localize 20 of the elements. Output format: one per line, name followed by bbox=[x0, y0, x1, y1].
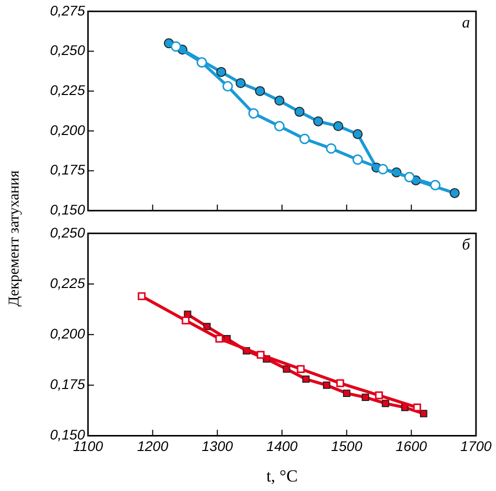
y-tick-label: 0,175 bbox=[50, 162, 86, 178]
y-tick-label: 0,200 bbox=[50, 122, 86, 138]
x-tick-label: 1400 bbox=[266, 438, 298, 454]
y-tick-label: 0,175 bbox=[50, 376, 86, 392]
x-tick-label: 1300 bbox=[202, 438, 234, 454]
annotation: а bbox=[462, 14, 470, 32]
x-axis-title: t, °C bbox=[266, 466, 298, 486]
y-tick-label: 0,150 bbox=[50, 201, 86, 218]
annotation: б bbox=[462, 236, 471, 254]
y-tick-label: 0,250 bbox=[50, 42, 86, 58]
y-tick-label: 0,250 bbox=[50, 224, 86, 240]
x-tick-label: 1600 bbox=[396, 438, 428, 454]
y-tick-label: 0,200 bbox=[50, 325, 86, 342]
x-tick-label: 1500 bbox=[331, 438, 362, 454]
y-tick-label: 0,225 bbox=[50, 82, 86, 98]
y-tick-label: 0,275 bbox=[50, 2, 86, 18]
x-tick-label: 1700 bbox=[460, 438, 492, 454]
x-tick-label: 1200 bbox=[137, 438, 168, 454]
y-axis-title: Декремент затухания bbox=[6, 170, 24, 308]
y-tick-label: 0,225 bbox=[50, 274, 86, 291]
